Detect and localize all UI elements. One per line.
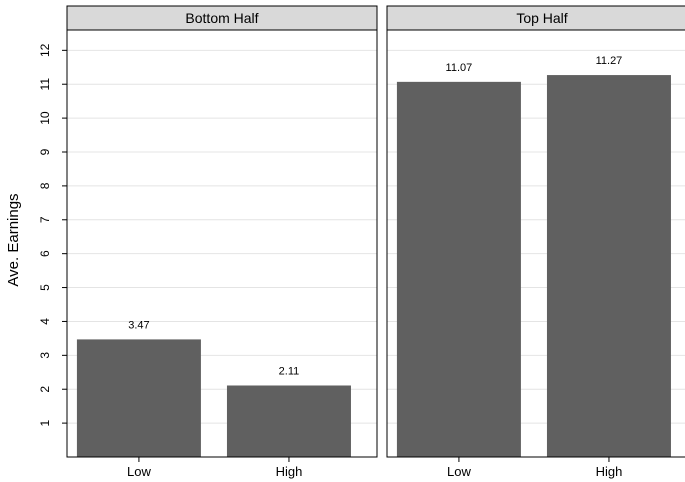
y-tick-label: 9 (38, 148, 52, 155)
y-tick-label: 10 (38, 111, 52, 125)
y-tick-label: 7 (38, 216, 52, 223)
x-tick-label: Low (127, 464, 151, 479)
y-tick-label: 11 (38, 78, 52, 91)
data-label: 11.27 (596, 55, 623, 67)
chart-panels: Bottom Half 3.47 Low 2.11 High Top Half 11.07 L… (66, 5, 685, 479)
bar-low (396, 81, 521, 457)
y-tick-label: 6 (38, 250, 52, 257)
y-tick-label: 2 (38, 386, 52, 393)
bar-high (226, 385, 351, 457)
panel-strip (66, 5, 378, 31)
bar-low (76, 339, 201, 457)
y-tick-label: 3 (38, 352, 52, 359)
y-tick-label: 12 (38, 43, 52, 57)
x-tick-label: High (596, 464, 623, 479)
x-tick-label: Low (447, 464, 471, 479)
y-tick-label: 1 (38, 419, 52, 426)
panel-title: Top Half (516, 10, 567, 26)
panel-1: Bottom Half 3.47 Low 2.11 High (66, 5, 378, 479)
y-axis-label: Ave. Earnings (5, 193, 22, 286)
y-tick-label: 8 (38, 182, 52, 189)
data-label: 3.47 (128, 319, 149, 331)
y-tick-label: 4 (38, 318, 52, 325)
panel-frame (66, 29, 378, 458)
panel-title: Bottom Half (185, 10, 258, 26)
data-label: 2.11 (279, 365, 300, 377)
x-tick-label: High (276, 464, 303, 479)
data-label: 11.07 (446, 62, 473, 74)
panel-frame (386, 29, 685, 458)
panel-strip (386, 5, 685, 31)
y-tick-label: 5 (38, 284, 52, 291)
panel-2: Top Half 11.07 Low 11.27 High (386, 5, 685, 479)
bar-high (546, 75, 671, 458)
